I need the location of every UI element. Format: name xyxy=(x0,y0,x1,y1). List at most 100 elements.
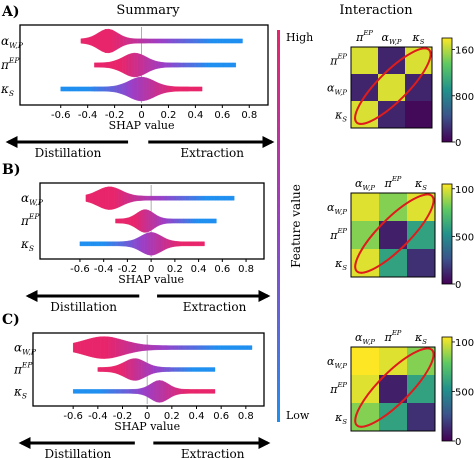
shap-segment-pi xyxy=(107,366,111,373)
shap-segment-kappa xyxy=(60,86,64,92)
summary-title: Summary xyxy=(116,3,180,18)
shap-segment-alpha xyxy=(224,38,229,44)
shap-segment-pi xyxy=(137,53,141,77)
shap-segment-kappa xyxy=(94,389,99,394)
shap-segment-pi xyxy=(97,367,101,372)
shap-segment-kappa xyxy=(72,86,77,92)
shap-segment-pi xyxy=(117,363,122,376)
shap-segment-kappa xyxy=(183,86,188,92)
shap-segment-pi xyxy=(199,367,203,372)
shap-segment-pi xyxy=(117,218,121,224)
x-tick-label: 0 xyxy=(148,264,154,275)
shap-segment-pi xyxy=(200,218,204,224)
shap-segment-kappa xyxy=(134,77,138,101)
shap-segment-alpha xyxy=(157,38,162,44)
shap-segment-pi xyxy=(141,209,145,233)
shap-segment-kappa xyxy=(183,388,188,394)
shap-segment-kappa xyxy=(174,240,178,247)
shap-segment-pi xyxy=(204,367,208,372)
shap-segment-alpha xyxy=(76,340,82,355)
shap-segment-kappa xyxy=(185,241,189,247)
shap-segment-alpha xyxy=(94,32,99,50)
row-label-kappa: κS xyxy=(13,384,27,400)
colorbar-title: Feature value xyxy=(289,184,303,268)
shap-segment-alpha xyxy=(98,30,103,52)
shap-segment-alpha xyxy=(130,194,135,203)
shap-segment-pi xyxy=(163,217,167,225)
shap-segment-pi xyxy=(161,62,166,68)
heat-cell xyxy=(407,403,436,432)
extraction-label: Extraction xyxy=(183,300,247,314)
shap-segment-kappa xyxy=(133,237,138,250)
shap-segment-pi xyxy=(180,62,184,68)
shap-segment-alpha xyxy=(96,336,101,359)
shap-segment-kappa xyxy=(141,233,146,254)
cb-tick-label: 800 xyxy=(455,92,474,103)
shap-segment-pi xyxy=(196,367,200,372)
shap-segment-alpha xyxy=(185,345,191,350)
shap-segment-pi xyxy=(167,62,172,68)
cb-tick-label: 0 xyxy=(455,437,461,448)
heat-cell xyxy=(405,47,433,75)
shap-segment-kappa xyxy=(162,380,166,403)
heatmap-panel-a: πEP πEP αW,P αW,P κS κS 1600 800 0 xyxy=(327,29,474,149)
shap-segment-alpha xyxy=(112,29,117,53)
shap-segment-alpha xyxy=(217,195,222,201)
shap-segment-alpha xyxy=(91,34,96,48)
shap-segment-pi xyxy=(186,62,190,68)
shap-segment-pi xyxy=(214,62,218,68)
shap-segment-pi xyxy=(150,210,154,232)
shap-segment-pi xyxy=(121,55,126,75)
shap-segment-alpha xyxy=(107,336,113,359)
shap-segment-pi xyxy=(187,218,191,224)
shap-segment-kappa xyxy=(121,82,126,96)
shap-segment-pi xyxy=(158,61,163,69)
shap-segment-alpha xyxy=(80,339,86,356)
shap-frame xyxy=(39,182,265,260)
shap-segment-kappa xyxy=(198,86,203,92)
shap-segment-pi xyxy=(140,359,144,380)
shap-segment-pi xyxy=(123,360,127,379)
shap-segment-pi xyxy=(133,358,137,381)
shap-segment-alpha xyxy=(208,345,214,350)
shap-segment-kappa xyxy=(123,241,127,247)
shap-segment-pi xyxy=(152,212,156,230)
shap-segment-kappa xyxy=(85,241,89,247)
shap-segment-kappa xyxy=(131,239,135,249)
row-label-pi: πEP xyxy=(329,227,347,242)
shap-segment-kappa xyxy=(79,241,83,247)
shap-segment-alpha xyxy=(179,38,184,44)
shap-segment-alpha xyxy=(115,337,121,358)
shap-segment-alpha xyxy=(204,195,209,201)
shap-segment-pi xyxy=(181,218,184,224)
shap-segment-pi xyxy=(189,218,193,224)
shap-segment-alpha xyxy=(119,338,124,357)
shap-segment-kappa xyxy=(171,385,176,398)
shap-segment-pi xyxy=(170,218,173,224)
col-label-alpha: αW,P xyxy=(382,31,402,46)
shap-segment-pi xyxy=(183,218,186,224)
shap-segment-alpha xyxy=(195,195,199,201)
shap-segment-pi xyxy=(132,213,136,229)
shap-segment-kappa xyxy=(100,389,105,394)
heat-cell xyxy=(351,193,380,222)
shap-segment-alpha xyxy=(227,195,232,201)
shap-segment-pi xyxy=(212,367,216,372)
shap-segment-kappa xyxy=(79,389,83,394)
cb-tick-label: 0 xyxy=(455,138,461,149)
heat-colorbar xyxy=(441,37,453,143)
x-tick-label: 0.4 xyxy=(191,264,207,275)
shap-segment-alpha xyxy=(201,345,206,350)
row-label-kappa: κS xyxy=(334,411,347,426)
shap-segment-kappa xyxy=(171,240,175,248)
shap-segment-kappa xyxy=(72,389,77,394)
shap-segment-kappa xyxy=(155,81,160,97)
panel-label-c: C) xyxy=(2,312,20,328)
shap-segment-alpha xyxy=(238,38,243,44)
shap-segment-pi xyxy=(127,53,132,77)
shap-segment-kappa xyxy=(78,86,83,92)
cb-tick-label: 500 xyxy=(455,232,474,243)
shap-segment-alpha xyxy=(140,195,145,201)
heat-cell xyxy=(379,375,408,404)
shap-segment-pi xyxy=(128,216,132,226)
